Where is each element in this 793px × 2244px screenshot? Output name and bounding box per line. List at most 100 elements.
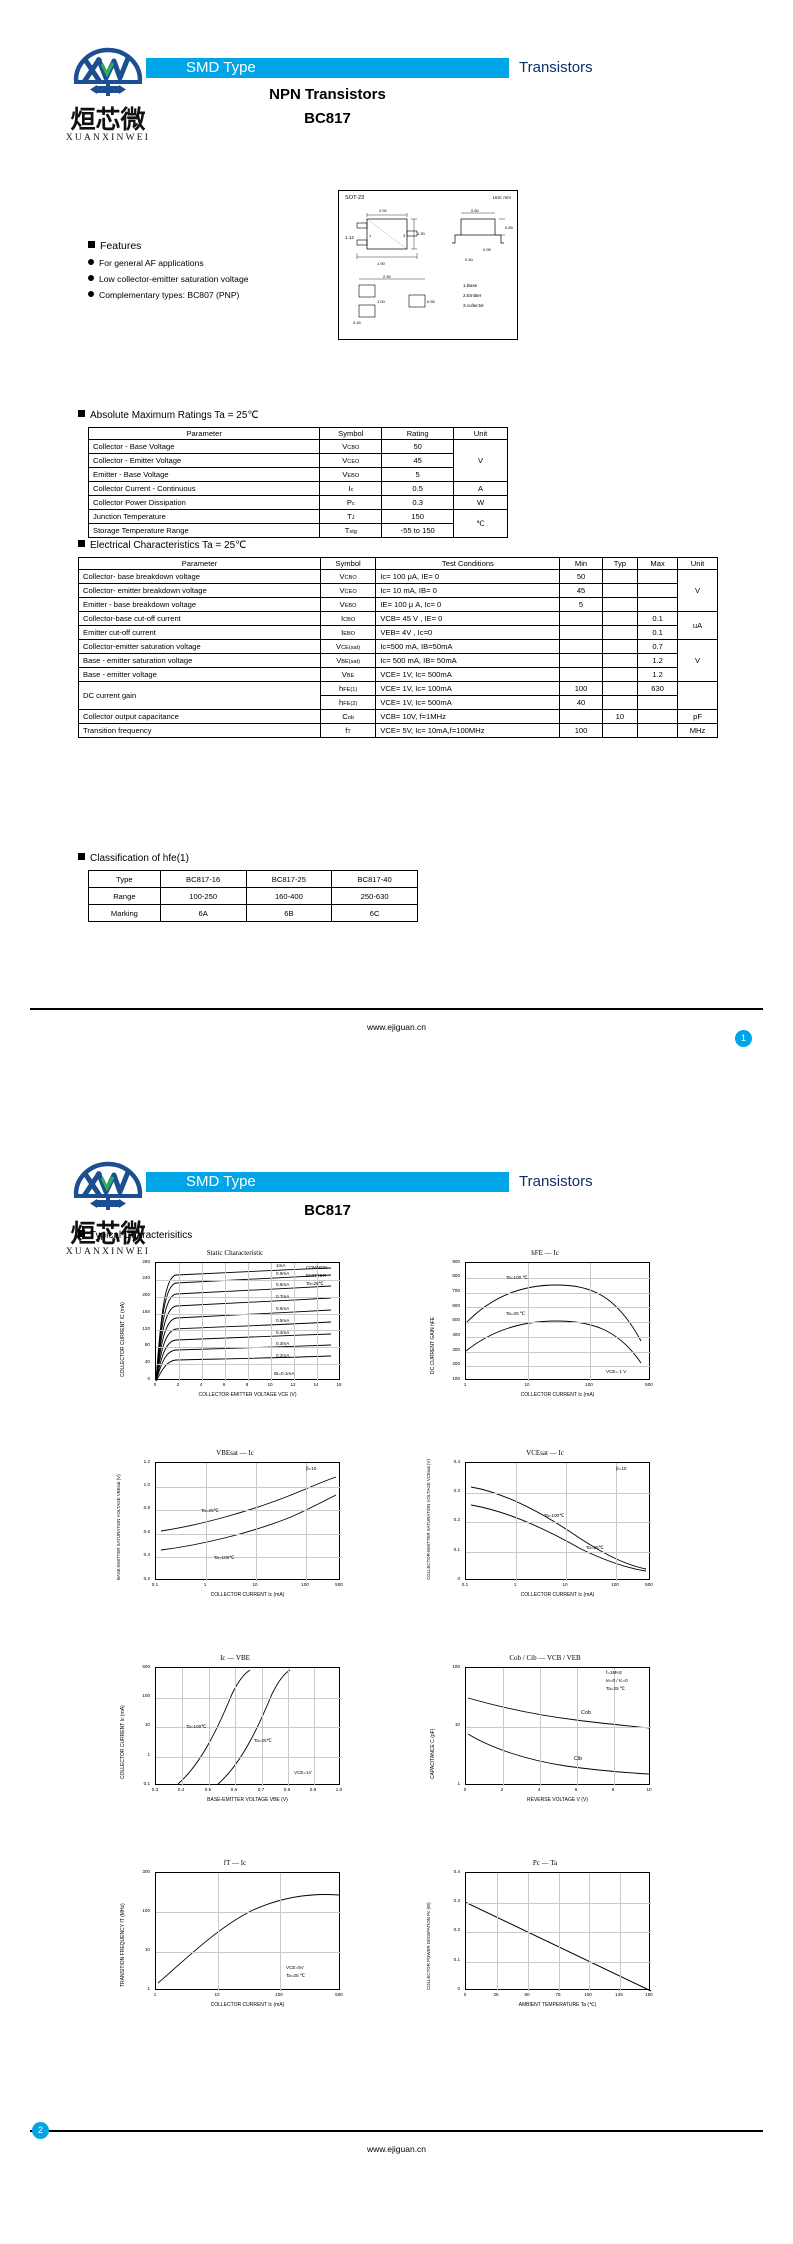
bullet-dot-icon (88, 291, 94, 297)
part-number-title: BC817 (304, 110, 351, 127)
x-tick: 10 (252, 1582, 258, 1587)
cell-typ (601, 611, 639, 626)
y-tick: 40 (144, 1359, 150, 1364)
annotation: IB=0.1mA (274, 1371, 295, 1376)
y-tick: 0.1 (453, 1547, 460, 1552)
table-row: Storage Temperature Range Tstg -55 to 15… (87, 523, 508, 538)
cell-min (559, 611, 603, 626)
page-banner: SMD Type Transistors (146, 58, 593, 78)
y-tick: 0.1 (143, 1781, 150, 1786)
table-row: Collector - Base Voltage VCBO 50 V (87, 439, 508, 482)
table-row: Collector output capacitance Cob VCB= 10… (78, 709, 718, 724)
cell-rating: -55 to 150 (381, 523, 455, 538)
cell-value: BC817-25 (245, 870, 333, 888)
cell-parameter: Collector-emitter saturation voltage (78, 639, 321, 654)
chart-vbesat-vs-ic: VBEsat — Ic β=10 Ta=25℃ Ta=100℃ 0.2 0.4 … (110, 1449, 360, 1612)
cell-symbol: VBE (319, 667, 377, 682)
datasheet-page-1: 烜芯微 XUANXINWEI SMD Type Transistors NPN … (30, 47, 763, 1047)
svg-text:0.45: 0.45 (353, 320, 362, 325)
classification-heading: Classification of hfe(1) (78, 853, 189, 864)
series-label: 0.2mA (276, 1353, 290, 1358)
svg-text:1.90: 1.90 (377, 261, 386, 266)
cell-parameter: Collector- base breakdown voltage (78, 569, 321, 584)
cell-parameter: Collector Power Dissipation (87, 495, 321, 510)
y-tick: 600 (452, 1303, 460, 1308)
col-typ: Typ (601, 557, 639, 570)
y-tick: 10 (454, 1722, 460, 1727)
x-axis-label: BASE-EMITTER VOLTAGE VBE (V) (207, 1797, 288, 1803)
y-tick: 0.2 (453, 1927, 460, 1932)
cell-parameter: Collector-base cut-off current (78, 611, 321, 626)
footer-url[interactable]: www.ejiguan.cn (366, 1022, 427, 1032)
cell-rating: 50 (381, 439, 455, 454)
chart-ic-vs-vbe: Ic — VBE Ta=100℃ Ta=25℃ VCE=1V 0.1 1 10 (110, 1654, 360, 1817)
table-row: Type BC817-16 BC817-25 BC817-40 (88, 870, 418, 888)
page-banner: SMD Type Transistors (146, 1172, 593, 1192)
series-label: Cib (574, 1756, 583, 1762)
company-logo: 烜芯微 XUANXINWEI (62, 1161, 154, 1257)
y-tick: 0.2 (143, 1576, 150, 1581)
y-axis-label: DC CURRENT GAIN hFE (430, 1316, 436, 1374)
page-number-badge: 1 (735, 1030, 752, 1047)
col-unit: Unit (677, 557, 718, 570)
y-axis-label: COLLECTOR CURRENT Ic (mA) (120, 1705, 126, 1779)
footer-url[interactable]: www.ejiguan.cn (366, 2144, 427, 2154)
x-tick: 0.6 (230, 1787, 238, 1792)
cell-symbol: ICBO (319, 611, 377, 626)
y-tick: 280 (142, 1259, 150, 1264)
page-title: NPN Transistors (269, 86, 386, 103)
y-tick: 0.4 (453, 1869, 460, 1874)
cell-symbol: VCEO (319, 583, 377, 598)
row-label: Marking (88, 904, 161, 922)
table-row: Emitter - base breakdown voltage VEBO IE… (78, 597, 718, 612)
chart-title: Static Characteristic (206, 1249, 264, 1257)
page-number-badge: 2 (32, 2122, 49, 2139)
y-tick: 700 (452, 1288, 460, 1293)
cell-conditions: IE= 100 μ A, Ic= 0 (375, 597, 561, 612)
bullet-square-icon (78, 853, 85, 860)
table-row: Collector-base cut-off current ICBO VCB=… (78, 611, 718, 640)
annotation: Ta=25℃ (201, 1508, 219, 1513)
x-tick: 75 (555, 1992, 561, 1997)
cell-value: 160-400 (245, 887, 333, 905)
datasheet-page-2: 烜芯微 XUANXINWEI SMD Type Transistors BC81… (0, 1122, 793, 2244)
annotation: Ta=100 ℃ (506, 1275, 528, 1280)
y-axis-label: COLLECTOR POWER DISSIPATION Pc (W) (426, 1902, 431, 1990)
cell-rating: 0.3 (381, 495, 455, 510)
y-tick: 10 (144, 1722, 150, 1727)
pin-label-1: 1.Base (463, 283, 478, 288)
chart-title: VBEsat — Ic (216, 1449, 254, 1457)
x-axis-label: COLLECTOR CURRENT Ic (mA) (520, 1392, 595, 1398)
y-tick: 1 (147, 1986, 150, 1991)
y-tick: 0.4 (143, 1552, 150, 1557)
table-header-row: Parameter Symbol Test Conditions Min Typ… (78, 557, 718, 570)
typical-characteristics-heading: Typical Characterisitics (78, 1230, 192, 1241)
y-tick: 0 (457, 1986, 460, 1991)
col-symbol: Symbol (319, 557, 377, 570)
bullet-square-icon (78, 410, 85, 417)
x-tick: 0.5 (204, 1787, 212, 1792)
logo-mark-icon (66, 47, 150, 106)
y-tick: 500 (452, 1317, 460, 1322)
list-item: Complementary types: BC807 (PNP) (88, 290, 338, 300)
x-tick: 150 (645, 1992, 653, 1997)
svg-text:2.92: 2.92 (379, 208, 388, 213)
chart-title: VCEsat — Ic (526, 1449, 564, 1457)
y-tick: 160 (142, 1309, 150, 1314)
y-axis-label: CAPACITANCE C (pF) (430, 1728, 436, 1779)
cell-unit: MHz (677, 723, 718, 738)
chart-vcesat-vs-ic: VCEsat — Ic β=10 Ta=100℃ Ta=25℃ 0 0.1 0.… (420, 1449, 670, 1612)
cell-symbol: VBE(sat) (319, 653, 377, 668)
x-tick: 0 (153, 1382, 157, 1387)
annotation: Ta=25 ℃ (286, 1973, 306, 1978)
annotation: β=10 (616, 1466, 627, 1471)
cell-max (637, 723, 679, 738)
list-item: Low collector-emitter saturation voltage (88, 274, 338, 284)
series-label: 1mA (276, 1263, 286, 1268)
y-tick: 800 (452, 1273, 460, 1278)
cell-conditions: VCB= 10V, f=1MHz (375, 709, 561, 724)
cell-conditions: Ic= 10 mA, IB= 0 (375, 583, 561, 598)
y-tick: 0.8 (143, 1505, 150, 1510)
cell-min: 50 (559, 569, 603, 584)
x-tick: 1.0 (335, 1787, 343, 1792)
